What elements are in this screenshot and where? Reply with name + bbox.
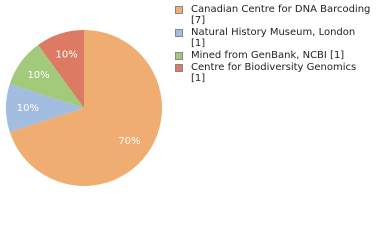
legend-swatch bbox=[175, 6, 183, 14]
chart: 70% 10% 10% 10% bbox=[5, 30, 162, 186]
legend-swatch bbox=[175, 29, 183, 37]
legend-item: Mined from GenBank, NCBI [1] bbox=[173, 50, 373, 61]
slice-label: 10% bbox=[27, 70, 49, 81]
legend: Canadian Centre for DNA Barcoding [7] Nat… bbox=[173, 4, 373, 85]
legend-label: Mined from GenBank, NCBI [1] bbox=[191, 50, 345, 61]
legend-label: Natural History Museum, London [1] bbox=[191, 27, 356, 49]
pie-slice bbox=[9, 44, 85, 108]
legend-item: Canadian Centre for DNA Barcoding [7] bbox=[173, 4, 373, 26]
pie-slice bbox=[9, 30, 162, 186]
legend-label: Centre for Biodiversity Genomics [1] bbox=[191, 62, 357, 84]
legend-swatch bbox=[175, 64, 183, 72]
pie-slice bbox=[5, 83, 84, 133]
legend-item: Natural History Museum, London [1] bbox=[173, 27, 373, 49]
slice-label: 10% bbox=[17, 103, 39, 114]
legend-item: Centre for Biodiversity Genomics [1] bbox=[173, 62, 373, 84]
slice-label: 70% bbox=[118, 136, 140, 147]
slice-label: 10% bbox=[56, 50, 78, 61]
legend-swatch bbox=[175, 52, 183, 60]
pie-slice bbox=[38, 30, 84, 108]
legend-label: Canadian Centre for DNA Barcoding [7] bbox=[191, 4, 371, 26]
